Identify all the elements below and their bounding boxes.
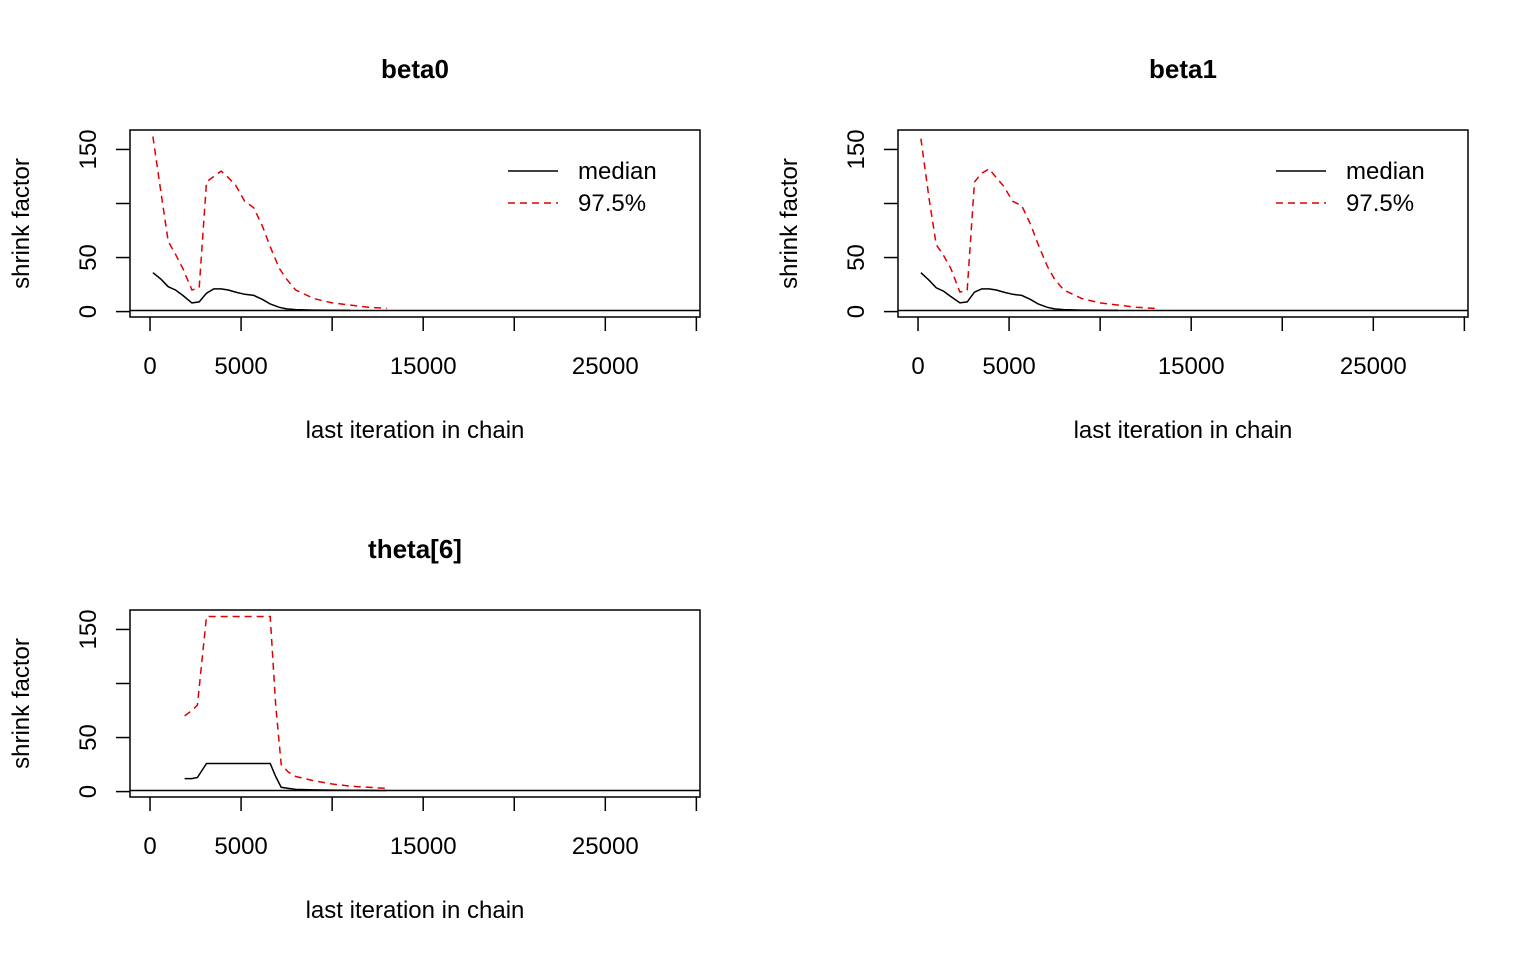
y-tick-label: 0 [75, 785, 102, 798]
x-tick-label: 15000 [390, 833, 457, 860]
panel-1: beta1 0 50 150 0 5000 15000 25000 last iteration… [776, 54, 1469, 444]
y-tick-label: 0 [843, 305, 870, 318]
plot-frame [129, 609, 701, 798]
series-line-median [152, 272, 351, 312]
y-tick-label: 150 [75, 129, 102, 169]
y-tick-label: 50 [843, 244, 870, 271]
x-tick-label: 5000 [214, 833, 267, 860]
series-line-median [184, 762, 387, 792]
panel-title: beta0 [381, 54, 449, 84]
legend-label: 97.5% [1346, 190, 1414, 217]
y-tick-label: 50 [75, 724, 102, 751]
x-tick-label: 15000 [390, 353, 457, 380]
x-tick-label: 0 [143, 833, 156, 860]
x-tick-label: 5000 [214, 353, 267, 380]
plot-frame [897, 129, 1469, 318]
x-axis-label: last iteration in chain [1074, 417, 1293, 444]
x-axis-label: last iteration in chain [306, 417, 525, 444]
x-tick-label: 25000 [572, 833, 639, 860]
panel-2: theta[6] 0 50 150 0 5000 15000 25000 last iterat… [8, 534, 701, 924]
legend-label: 97.5% [578, 190, 646, 217]
x-tick-label: 25000 [1340, 353, 1407, 380]
y-tick-label: 50 [75, 244, 102, 271]
series-line-upper-975 [920, 138, 1155, 310]
series-line-median [920, 272, 1119, 312]
y-axis-label: shrink factor [8, 638, 35, 769]
y-axis-label: shrink factor [776, 158, 803, 289]
series-line-upper-975 [152, 136, 387, 310]
y-axis-label: shrink factor [8, 158, 35, 289]
legend-label: median [578, 158, 657, 185]
series-line-upper-975 [184, 615, 387, 790]
x-tick-label: 0 [911, 353, 924, 380]
x-tick-label: 0 [143, 353, 156, 380]
panel-0: beta0 0 50 150 0 5000 15000 25000 last iteration… [8, 54, 701, 444]
panel-title: beta1 [1149, 54, 1217, 84]
panel-title: theta[6] [368, 534, 462, 564]
x-tick-label: 15000 [1158, 353, 1225, 380]
x-tick-label: 25000 [572, 353, 639, 380]
legend-label: median [1346, 158, 1425, 185]
x-axis-label: last iteration in chain [306, 897, 525, 924]
y-tick-label: 150 [843, 129, 870, 169]
y-tick-label: 150 [75, 609, 102, 649]
y-tick-label: 0 [75, 305, 102, 318]
plot-frame [129, 129, 701, 318]
x-tick-label: 5000 [982, 353, 1035, 380]
